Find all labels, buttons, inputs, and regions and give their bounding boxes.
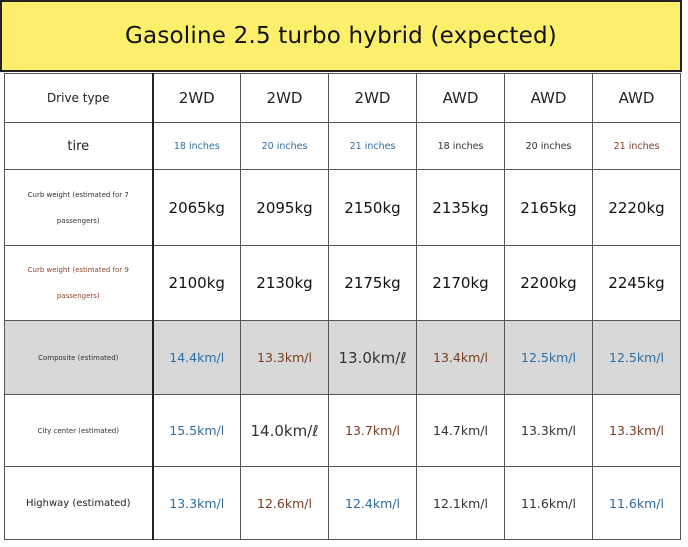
- efficiency-cell: 13.3km/l: [592, 394, 681, 467]
- weight-cell: 2150kg: [328, 169, 417, 246]
- tire-cell: 21 inches: [328, 122, 417, 170]
- weight-cell: 2165kg: [504, 169, 593, 246]
- row-label-drive-type: Drive type: [4, 73, 154, 123]
- efficiency-cell: 12.1km/l: [416, 466, 505, 540]
- tire-cell: 21 inches: [592, 122, 681, 170]
- tire-cell: 20 inches: [504, 122, 593, 170]
- row-label-curb-weight-7: Curb weight (estimated for 7 passengers): [4, 169, 154, 246]
- row-label-city: City center (estimated): [4, 394, 154, 467]
- row-label-composite: Composite (estimated): [4, 320, 154, 395]
- table-row-curb-weight-7: Curb weight (estimated for 7 passengers)…: [4, 169, 681, 246]
- efficiency-cell: 13.0km/ℓ: [328, 320, 417, 395]
- drive-type-cell: 2WD: [240, 73, 329, 123]
- efficiency-cell: 13.3km/l: [152, 466, 241, 540]
- efficiency-cell: 11.6km/l: [592, 466, 681, 540]
- weight-cell: 2175kg: [328, 245, 417, 321]
- efficiency-cell: 12.5km/l: [592, 320, 681, 395]
- weight-cell: 2170kg: [416, 245, 505, 321]
- weight-cell: 2100kg: [152, 245, 241, 321]
- weight-cell: 2065kg: [152, 169, 241, 246]
- efficiency-cell: 12.5km/l: [504, 320, 593, 395]
- row-label-curb-weight-9: Curb weight (estimated for 9 passengers): [4, 245, 154, 321]
- efficiency-cell: 13.4km/l: [416, 320, 505, 395]
- drive-type-cell: AWD: [592, 73, 681, 123]
- weight-cell: 2220kg: [592, 169, 681, 246]
- drive-type-cell: 2WD: [152, 73, 241, 123]
- spec-table: Drive type 2WD 2WD 2WD AWD AWD AWD tire …: [4, 73, 681, 540]
- table-row-highway: Highway (estimated) 13.3km/l 12.6km/l 12…: [4, 466, 681, 540]
- drive-type-cell: AWD: [416, 73, 505, 123]
- weight-cell: 2200kg: [504, 245, 593, 321]
- weight-cell: 2095kg: [240, 169, 329, 246]
- tire-cell: 18 inches: [416, 122, 505, 170]
- efficiency-cell: 12.6km/l: [240, 466, 329, 540]
- drive-type-cell: 2WD: [328, 73, 417, 123]
- table-row-drive-type: Drive type 2WD 2WD 2WD AWD AWD AWD: [4, 73, 681, 123]
- efficiency-cell: 13.3km/l: [504, 394, 593, 467]
- tire-cell: 18 inches: [152, 122, 241, 170]
- table-row-curb-weight-9: Curb weight (estimated for 9 passengers)…: [4, 245, 681, 321]
- efficiency-cell: 14.7km/l: [416, 394, 505, 467]
- title-banner: Gasoline 2.5 turbo hybrid (expected): [0, 0, 682, 72]
- efficiency-cell: 11.6km/l: [504, 466, 593, 540]
- weight-cell: 2245kg: [592, 245, 681, 321]
- efficiency-cell: 13.7km/l: [328, 394, 417, 467]
- table-row-composite: Composite (estimated) 14.4km/l 13.3km/l …: [4, 320, 681, 395]
- efficiency-cell: 14.0km/ℓ: [240, 394, 329, 467]
- page-title: Gasoline 2.5 turbo hybrid (expected): [125, 23, 557, 49]
- drive-type-cell: AWD: [504, 73, 593, 123]
- weight-cell: 2135kg: [416, 169, 505, 246]
- tire-cell: 20 inches: [240, 122, 329, 170]
- table-row-tire: tire 18 inches 20 inches 21 inches 18 in…: [4, 122, 681, 170]
- efficiency-cell: 14.4km/l: [152, 320, 241, 395]
- weight-cell: 2130kg: [240, 245, 329, 321]
- table-row-city: City center (estimated) 15.5km/l 14.0km/…: [4, 394, 681, 467]
- efficiency-cell: 15.5km/l: [152, 394, 241, 467]
- row-label-tire: tire: [4, 122, 154, 170]
- efficiency-cell: 12.4km/l: [328, 466, 417, 540]
- efficiency-cell: 13.3km/l: [240, 320, 329, 395]
- row-label-highway: Highway (estimated): [4, 466, 154, 540]
